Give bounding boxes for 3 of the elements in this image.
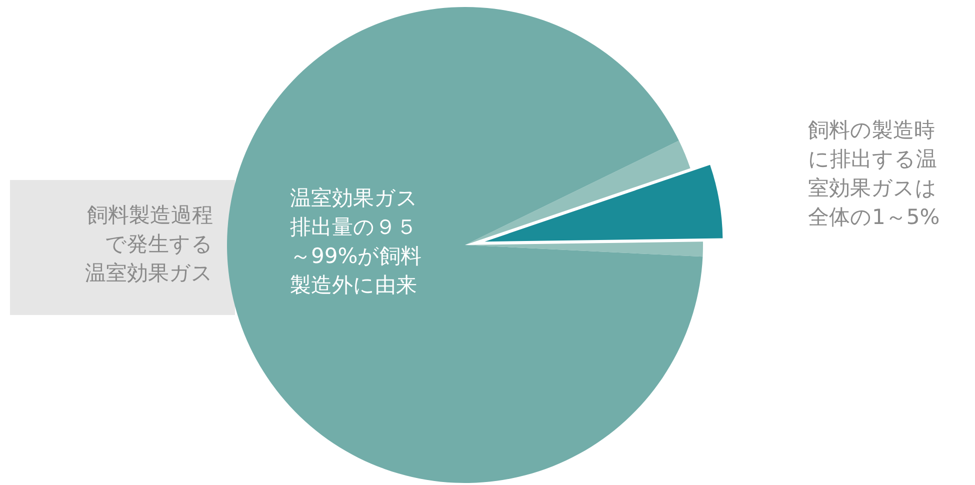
text: 飼料製造過程で発生する温室効果ガス	[85, 203, 213, 285]
text: 温室効果ガス排出量の９５～99%が飼料製造外に由来	[290, 186, 422, 297]
text: 飼料の製造時に排出する温室効果ガスは全体の1～5%	[808, 118, 940, 229]
